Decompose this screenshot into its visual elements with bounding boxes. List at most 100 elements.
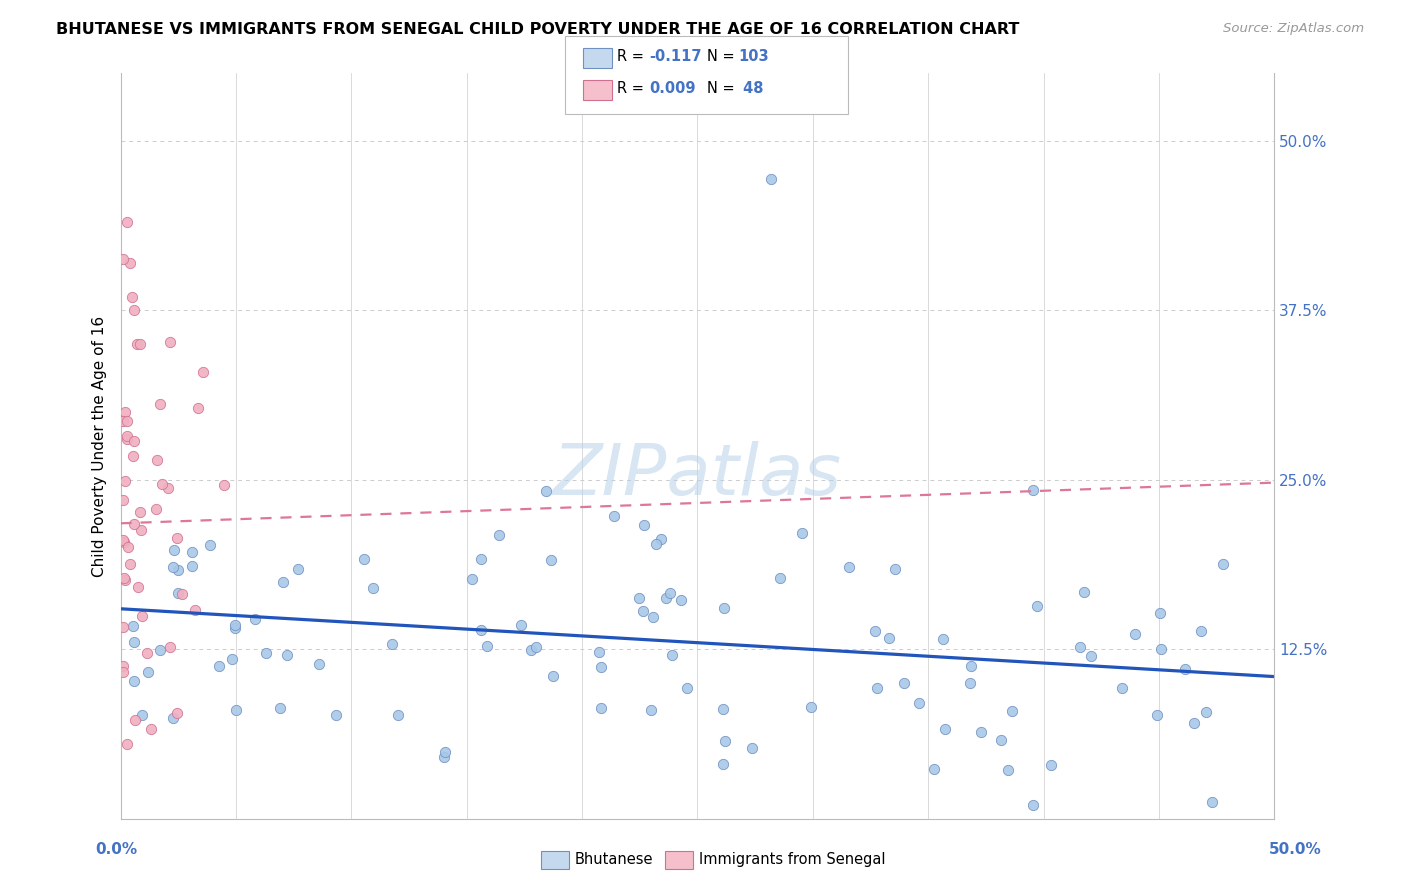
Point: [122, 619, 145, 633]
Point: [591, 659, 613, 673]
Point: [433, 749, 456, 764]
Point: [131, 609, 153, 624]
Point: [387, 708, 409, 723]
Text: N =: N =: [707, 49, 740, 63]
Point: [112, 620, 135, 634]
Point: [1212, 557, 1234, 571]
Point: [166, 706, 188, 721]
Point: [112, 252, 135, 266]
Point: [959, 675, 981, 690]
Point: [1174, 662, 1197, 676]
Text: BHUTANESE VS IMMIGRANTS FROM SENEGAL CHILD POVERTY UNDER THE AGE OF 16 CORRELATI: BHUTANESE VS IMMIGRANTS FROM SENEGAL CHI…: [56, 22, 1019, 37]
Point: [183, 602, 205, 616]
Point: [711, 702, 734, 716]
Point: [162, 560, 184, 574]
Point: [997, 763, 1019, 777]
Point: [181, 545, 204, 559]
Text: N =: N =: [707, 81, 740, 95]
Point: [524, 640, 547, 654]
Point: [761, 171, 783, 186]
Text: 0.009: 0.009: [650, 81, 696, 95]
Point: [363, 581, 385, 595]
Point: [475, 639, 498, 653]
Point: [633, 518, 655, 533]
Point: [1040, 757, 1063, 772]
Point: [139, 722, 162, 736]
Point: [711, 756, 734, 771]
Point: [470, 552, 492, 566]
Point: [124, 303, 146, 318]
Point: [520, 643, 543, 657]
Point: [792, 526, 814, 541]
Point: [588, 645, 610, 659]
Point: [713, 600, 735, 615]
Point: [934, 722, 956, 736]
Point: [381, 637, 404, 651]
Text: R =: R =: [617, 49, 648, 63]
Point: [111, 665, 134, 679]
Point: [150, 476, 173, 491]
Point: [135, 647, 157, 661]
Point: [325, 708, 347, 723]
Point: [125, 337, 148, 351]
Point: [200, 538, 222, 552]
Point: [353, 551, 375, 566]
Point: [129, 523, 152, 537]
Point: [187, 401, 209, 415]
Point: [243, 611, 266, 625]
Point: [540, 553, 562, 567]
Point: [114, 474, 136, 488]
Point: [111, 658, 134, 673]
Point: [157, 481, 180, 495]
Point: [159, 640, 181, 654]
Point: [131, 707, 153, 722]
Point: [893, 676, 915, 690]
Point: [1149, 607, 1171, 621]
Point: [838, 560, 860, 574]
Point: [191, 365, 214, 379]
Point: [644, 537, 666, 551]
Point: [122, 516, 145, 531]
Point: [112, 535, 135, 549]
Point: [214, 478, 236, 492]
Text: Source: ZipAtlas.com: Source: ZipAtlas.com: [1223, 22, 1364, 36]
Point: [1182, 716, 1205, 731]
Point: [146, 453, 169, 467]
Point: [1021, 798, 1043, 813]
Point: [122, 635, 145, 649]
Text: R =: R =: [617, 81, 648, 95]
Point: [114, 574, 136, 588]
Point: [640, 703, 662, 717]
Point: [866, 681, 889, 695]
Point: [269, 701, 291, 715]
Point: [1022, 483, 1045, 497]
Point: [121, 290, 143, 304]
Point: [120, 558, 142, 572]
Point: [138, 665, 160, 679]
Point: [714, 734, 737, 748]
Point: [641, 609, 664, 624]
Point: [118, 256, 141, 270]
Point: [124, 714, 146, 728]
Point: [1001, 704, 1024, 718]
Point: [969, 725, 991, 739]
Point: [112, 571, 135, 585]
Point: [117, 540, 139, 554]
Point: [112, 533, 135, 547]
Point: [145, 502, 167, 516]
Point: [117, 738, 139, 752]
Point: [1111, 681, 1133, 696]
Point: [121, 450, 143, 464]
Point: [1026, 599, 1049, 613]
Text: Bhutanese: Bhutanese: [575, 853, 654, 867]
Text: 48: 48: [738, 81, 763, 95]
Point: [122, 673, 145, 688]
Point: [224, 621, 246, 635]
Point: [541, 669, 564, 683]
Point: [271, 575, 294, 590]
Point: [117, 432, 139, 446]
Point: [159, 334, 181, 349]
Point: [488, 528, 510, 542]
Point: [461, 572, 484, 586]
Text: Immigrants from Senegal: Immigrants from Senegal: [699, 853, 886, 867]
